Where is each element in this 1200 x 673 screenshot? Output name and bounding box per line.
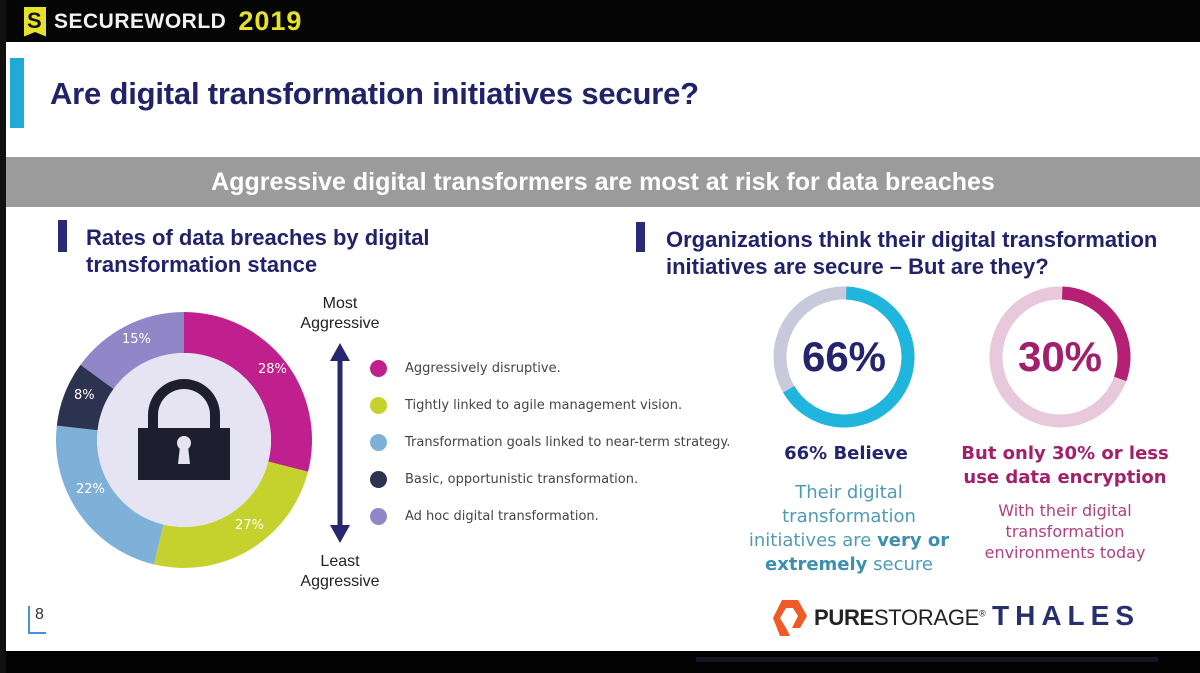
left-section-title: Rates of data breaches by digital transf… xyxy=(86,224,430,278)
axis-top-line1: Most xyxy=(322,295,358,312)
padlock-icon xyxy=(138,379,230,480)
left-title-line2: transformation stance xyxy=(86,252,318,277)
stat1-body-line: extremely secure xyxy=(730,553,968,577)
footer-bar xyxy=(6,651,1200,673)
ring-66-chart xyxy=(773,286,915,428)
slide: SECUREWORLD 2019 Are digital transformat… xyxy=(6,0,1200,673)
section-marker xyxy=(636,222,645,252)
legend-label: Ad hoc digital transformation. xyxy=(405,509,599,524)
legend-dot-icon xyxy=(370,471,387,488)
thales-logo: THALES xyxy=(992,600,1140,631)
secureworld-logo: SECUREWORLD 2019 xyxy=(24,6,302,37)
page-number: 8 xyxy=(28,606,46,634)
ring-30-chart xyxy=(989,286,1131,428)
legend-item: Transformation goals linked to near-term… xyxy=(370,424,730,461)
banner-text: Aggressive digital transformers are most… xyxy=(211,167,995,196)
segment-basic-opportunistic xyxy=(56,364,114,431)
ring-66-value: 66% xyxy=(801,333,887,380)
purestorage-logo: PURESTORAGE® xyxy=(772,598,986,638)
axis-bottom-line1: Least xyxy=(320,553,360,570)
stat2-body-line: environments today xyxy=(984,543,1146,562)
stat1-body-line: Their digital xyxy=(795,482,903,503)
stat2-body-line: transformation xyxy=(1005,522,1125,541)
stat1-text: secure xyxy=(867,554,933,575)
legend-label: Transformation goals linked to near-term… xyxy=(405,435,731,450)
label-22: 22% xyxy=(76,482,105,497)
stat1-body-line: initiatives are very or xyxy=(730,529,968,553)
axis-most-aggressive: Most Aggressive xyxy=(285,294,395,334)
label-15: 15% xyxy=(122,332,151,347)
brand-year: 2019 xyxy=(238,6,303,36)
title-accent-bar xyxy=(10,58,24,128)
legend-item: Basic, opportunistic transformation. xyxy=(370,461,730,498)
stat2-headline-line: use data encryption xyxy=(963,467,1167,488)
right-section-title: Organizations think their digital transf… xyxy=(666,226,1157,280)
legend-label: Tightly linked to agile management visio… xyxy=(405,398,683,413)
purestorage-mark-icon xyxy=(773,600,807,636)
section-marker xyxy=(58,220,67,252)
breach-donut-chart xyxy=(55,312,313,568)
right-title-line2: initiatives are secure – But are they? xyxy=(666,254,1049,279)
brand-word: SECUREWORLD xyxy=(54,9,227,33)
left-title-line1: Rates of data breaches by digital xyxy=(86,225,430,250)
stat2-body: With their digital transformation enviro… xyxy=(956,500,1174,563)
slide-title: Are digital transformation initiatives s… xyxy=(50,76,699,111)
pure-text: PURE xyxy=(814,605,874,630)
legend-dot-icon xyxy=(370,434,387,451)
stat1-headline: 66% Believe xyxy=(784,443,908,464)
secureworld-shield-icon xyxy=(24,6,46,37)
legend-label: Basic, opportunistic transformation. xyxy=(405,472,639,487)
segment-tightly-linked xyxy=(153,461,309,568)
axis-least-aggressive: Least Aggressive xyxy=(285,552,395,592)
label-28: 28% xyxy=(258,362,287,377)
label-27: 27% xyxy=(235,518,264,533)
stat1-text: initiatives are xyxy=(748,530,878,551)
label-8: 8% xyxy=(74,388,95,403)
source-citation-blurred xyxy=(696,657,1158,662)
legend-item: Tightly linked to agile management visio… xyxy=(370,387,730,424)
stat1-body-line: transformation xyxy=(782,506,916,527)
registered-mark: ® xyxy=(979,608,986,619)
ring-30: 30% xyxy=(988,285,1132,429)
stat2-body-line: With their digital xyxy=(998,501,1132,520)
stat1-body: Their digital transformation initiatives… xyxy=(730,481,968,577)
storage-text: STORAGE xyxy=(873,605,980,630)
stat1-emphasis: extremely xyxy=(765,554,868,575)
banner: Aggressive digital transformers are most… xyxy=(6,157,1200,207)
page-number-text: 8 xyxy=(35,606,44,623)
legend-item: Ad hoc digital transformation. xyxy=(370,498,730,535)
segment-near-term-strategy xyxy=(55,425,164,565)
ring-66: 66% xyxy=(772,285,916,429)
right-title-line1: Organizations think their digital transf… xyxy=(666,227,1158,252)
chart-legend: Aggressively disruptive. Tightly linked … xyxy=(370,350,730,535)
legend-label: Aggressively disruptive. xyxy=(405,361,561,376)
aggressiveness-arrow-icon xyxy=(330,343,350,543)
legend-dot-icon xyxy=(370,360,387,377)
ring-30-value: 30% xyxy=(1017,333,1103,380)
stat2-headline: But only 30% or less use data encryption xyxy=(956,442,1174,490)
legend-dot-icon xyxy=(370,397,387,414)
axis-bottom-line2: Aggressive xyxy=(300,573,380,590)
segment-ad-hoc xyxy=(80,312,184,389)
stat2-headline-line: But only 30% or less xyxy=(961,443,1169,464)
purestorage-wordmark: PURESTORAGE® xyxy=(814,605,986,631)
stat1-emphasis: very or xyxy=(877,530,950,551)
legend-dot-icon xyxy=(370,508,387,525)
axis-top-line2: Aggressive xyxy=(300,315,380,332)
segment-aggressively-disruptive xyxy=(184,312,313,472)
header-bar: SECUREWORLD 2019 xyxy=(6,0,1200,42)
legend-item: Aggressively disruptive. xyxy=(370,350,730,387)
